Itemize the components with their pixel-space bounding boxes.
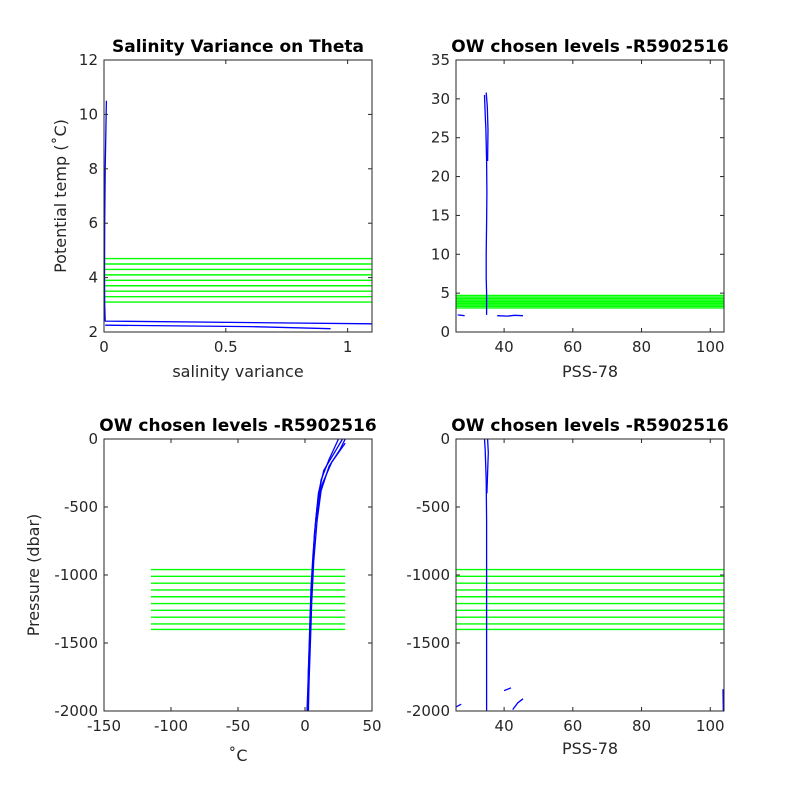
panel-title: OW chosen levels -R5902516 <box>99 416 376 436</box>
y-tick-label: 10 <box>79 105 98 123</box>
x-tick-label: 60 <box>563 338 582 356</box>
x-tick-label: 80 <box>632 717 651 735</box>
series-line <box>497 314 524 317</box>
y-axis-label: Pressure (dbar) <box>24 514 43 637</box>
y-tick-label: -500 <box>64 498 98 516</box>
series-line <box>486 438 489 494</box>
y-tick-label: 20 <box>431 168 450 186</box>
y-tick-label: 35 <box>431 51 450 69</box>
series-line <box>483 94 488 315</box>
panel-pressure-temperature: OW chosen levels -R5902516 ˚C Pressure (… <box>24 416 382 765</box>
series-line <box>105 324 331 330</box>
y-tick-label: 12 <box>79 51 98 69</box>
y-tick-label: 2 <box>88 323 98 341</box>
y-tick-label: 4 <box>88 269 98 287</box>
series-line <box>306 438 340 712</box>
y-tick-label: 25 <box>431 129 450 147</box>
y-tick-label: -1500 <box>406 634 450 652</box>
x-axis-label: ˚C <box>228 746 247 765</box>
y-tick-label: 15 <box>431 206 450 224</box>
x-axis-label: salinity variance <box>172 362 303 381</box>
x-tick-label: 50 <box>362 717 381 735</box>
y-axis-label: Potential temp (˚C) <box>51 119 70 273</box>
x-tick-label: 40 <box>495 338 514 356</box>
series-line <box>457 314 465 317</box>
chart-marks: 40 60 80 100 -2000 -1500 -1000 -500 0 <box>406 430 724 735</box>
x-tick-label: 0 <box>300 717 310 735</box>
x-tick-label: 1 <box>343 338 353 356</box>
series-line <box>512 698 524 710</box>
y-tick-label: 10 <box>431 245 450 263</box>
axes-box <box>103 59 373 333</box>
x-tick-label: 0 <box>99 338 109 356</box>
panel-pressure-salinity: OW chosen levels -R5902516 PSS-78 40 60 80… <box>406 416 728 758</box>
series-line <box>485 92 489 162</box>
panel-title: OW chosen levels -R5902516 <box>451 37 728 57</box>
panel-salinity-variance: Salinity Variance on Theta salinity vari… <box>51 37 373 381</box>
series-line <box>455 703 462 708</box>
y-tick-label: -2000 <box>54 702 98 720</box>
series-line <box>315 442 346 521</box>
y-tick-label: 0 <box>440 323 450 341</box>
x-tick-label: -50 <box>226 717 251 735</box>
panel-title: OW chosen levels -R5902516 <box>451 416 728 436</box>
x-tick-label: 40 <box>495 717 514 735</box>
series-line <box>503 687 512 692</box>
x-tick-label: 100 <box>696 338 725 356</box>
axes-box <box>455 59 725 333</box>
x-axis-label: PSS-78 <box>562 739 618 758</box>
x-tick-label: 0.5 <box>214 338 238 356</box>
y-tick-label: 6 <box>88 214 98 232</box>
y-tick-label: 0 <box>88 430 98 448</box>
y-tick-label: -1000 <box>54 566 98 584</box>
y-tick-label: 8 <box>88 160 98 178</box>
y-tick-label: 5 <box>440 284 450 302</box>
y-tick-label: -1500 <box>54 634 98 652</box>
y-tick-label: 30 <box>431 90 450 108</box>
y-tick-label: -2000 <box>406 702 450 720</box>
x-tick-label: -100 <box>154 717 188 735</box>
x-axis-label: PSS-78 <box>562 362 618 381</box>
x-tick-label: -150 <box>87 717 121 735</box>
y-tick-label: 0 <box>440 430 450 448</box>
panel-title: Salinity Variance on Theta <box>112 37 364 57</box>
series-line <box>483 438 488 711</box>
y-tick-label: -1000 <box>406 566 450 584</box>
x-tick-label: 80 <box>632 338 651 356</box>
chart-marks: 40 60 80 100 0 5 10 15 20 25 30 35 <box>431 51 725 356</box>
panel-theta-salinity: OW chosen levels -R5902516 PSS-78 40 60 80… <box>431 37 729 381</box>
y-tick-label: -500 <box>416 498 450 516</box>
x-tick-label: 60 <box>563 717 582 735</box>
x-tick-label: 100 <box>696 717 725 735</box>
